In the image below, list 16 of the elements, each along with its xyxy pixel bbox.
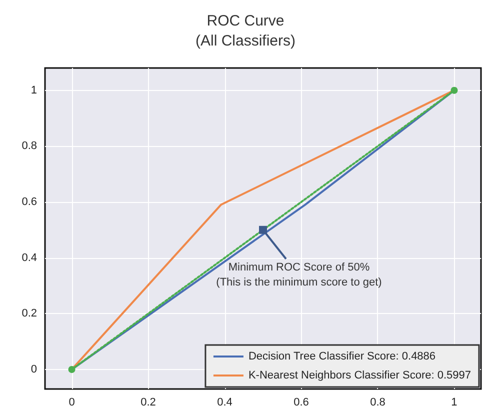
y-tick-label: 0.8 bbox=[22, 140, 37, 152]
x-tick-label: 0.2 bbox=[140, 396, 156, 408]
x-tick-label: 0.4 bbox=[217, 396, 232, 408]
legend-label: Decision Tree Classifier Score: 0.4886 bbox=[248, 350, 436, 362]
chart-title: ROC Curve (All Classifiers) bbox=[195, 12, 296, 50]
y-tick-label: 0 bbox=[30, 363, 37, 376]
y-tick-label: 0.4 bbox=[22, 252, 37, 264]
x-tick-label: 0 bbox=[68, 396, 75, 408]
x-tick-label: 0.6 bbox=[294, 396, 309, 408]
y-tick-label: 0.2 bbox=[22, 308, 37, 320]
x-tick-label: 0.8 bbox=[370, 396, 386, 408]
annotation: Minimum ROC Score of 50% (This is the minimum score to get) bbox=[216, 261, 382, 288]
y-tick-label: 0.6 bbox=[22, 196, 37, 208]
legend-label: K-Nearest Neighbors Classifier Score: 0.5997 bbox=[248, 370, 471, 382]
y-tick-label: 1 bbox=[30, 84, 37, 96]
x-tick-label: 1 bbox=[451, 396, 458, 408]
